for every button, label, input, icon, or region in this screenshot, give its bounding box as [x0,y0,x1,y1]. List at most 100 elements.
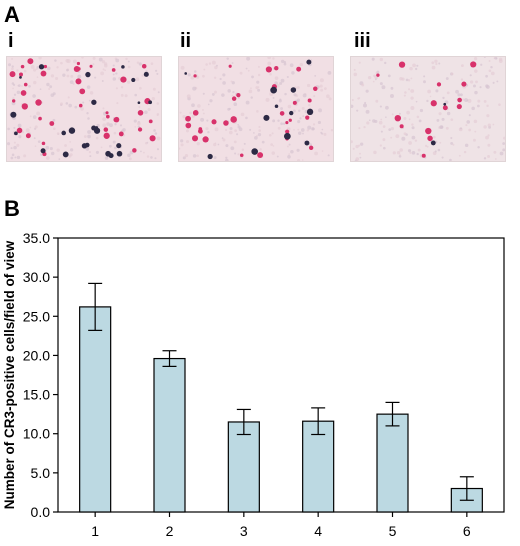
micrograph-texture [330,129,333,132]
micrograph-texture [134,126,136,128]
micrograph-texture [106,122,110,126]
micrograph-texture [16,90,21,95]
red-stained-cell [307,98,312,103]
red-stained-cell [279,111,285,116]
micrograph-texture [151,97,155,101]
micrograph-texture [150,156,153,159]
micrograph-texture [219,77,222,81]
micrograph-texture [398,154,402,158]
micrograph-texture [353,72,358,77]
micrograph-texture [486,85,490,89]
micrograph-texture [450,72,454,76]
micrograph-texture [114,123,117,126]
micrograph-texture [32,94,36,98]
micrograph-texture [296,148,300,152]
micrograph-texture [127,65,131,69]
red-stained-cell [19,72,23,77]
micrograph-texture [234,152,237,155]
micrograph-texture [280,59,285,64]
micrograph-texture [46,66,51,71]
micrograph-texture [28,84,31,88]
micrograph-texture [197,104,201,108]
micrograph-texture [256,110,259,113]
micrograph-texture [13,126,16,129]
micrograph-texture [136,61,140,64]
micrograph-texture [237,153,240,156]
micrograph-texture [211,60,216,65]
micrograph-texture [479,86,482,89]
micrograph-texture [297,128,300,131]
micrograph-texture [214,142,217,145]
micrograph-texture [429,140,432,143]
cr3-positive-cell [304,140,310,146]
micrograph-texture [29,115,32,118]
cr3-positive-cell [283,132,291,140]
micrograph-texture [419,108,424,113]
micrograph-texture [455,89,459,94]
micrograph-texture [368,119,371,122]
micrograph-texture [323,132,327,136]
micrograph-texture [445,77,449,80]
cr3-positive-cell [148,100,153,105]
red-stained-cell [394,114,402,122]
micrograph-texture [33,68,37,72]
micrograph-texture [16,69,19,72]
micrograph-texture [399,148,403,152]
micrograph-texture [411,151,416,155]
micrograph-texture [65,58,70,63]
micrograph-texture [410,77,413,80]
micrograph-texture [18,135,22,139]
micrograph-texture [231,62,234,64]
micrograph-texture [233,102,238,107]
micrograph-texture [474,90,478,95]
micrograph-texture [438,112,442,116]
micrograph-texture [88,99,91,102]
micrograph-texture [267,57,272,60]
x-tick-label: 3 [240,523,248,539]
micrograph-texture [237,123,240,126]
micrograph-texture [230,146,235,151]
micrograph-texture [127,60,130,63]
micrograph-texture [483,99,487,103]
micrograph-texture [86,112,89,115]
micrograph-texture [461,64,464,68]
micrograph-texture [449,158,452,161]
red-stained-cell [461,81,467,87]
red-stained-cell [398,61,406,68]
micrograph-texture [233,140,237,144]
micrograph-texture [473,138,476,142]
micrograph-texture [431,61,435,65]
micrograph-texture [209,99,213,103]
cr3-positive-cell [108,153,114,159]
micrograph-texture [314,151,318,156]
micrograph-texture [81,57,84,59]
red-stained-cell [185,122,192,129]
y-tick-label: 0.0 [31,504,51,520]
micrograph-texture [55,77,59,80]
y-tick-label: 10.0 [23,426,50,442]
micrograph-texture [360,142,364,146]
red-stained-cell [308,145,314,150]
micrograph-texture [11,153,15,157]
micrograph-texture [474,130,477,133]
red-stained-cell [470,61,477,68]
micrograph-texture [457,93,461,97]
micrograph-texture [95,136,99,140]
micrograph-texture [459,127,462,130]
micrograph-texture [411,123,414,126]
micrograph-texture [289,63,294,68]
micrograph-texture [445,126,449,130]
micrograph-texture [141,74,144,77]
micrograph-texture [135,77,140,82]
micrograph-texture [147,107,151,112]
micrograph-texture [450,137,453,140]
micrograph-texture [144,110,148,115]
micrograph-texture [385,105,389,110]
micrograph-texture [257,88,261,92]
micrograph-texture [80,107,84,111]
micrograph-texture [25,128,30,133]
micrograph-texture [396,151,401,155]
micrograph-texture [87,130,91,134]
red-stained-cell [41,141,46,146]
micrograph-texture [464,143,469,148]
